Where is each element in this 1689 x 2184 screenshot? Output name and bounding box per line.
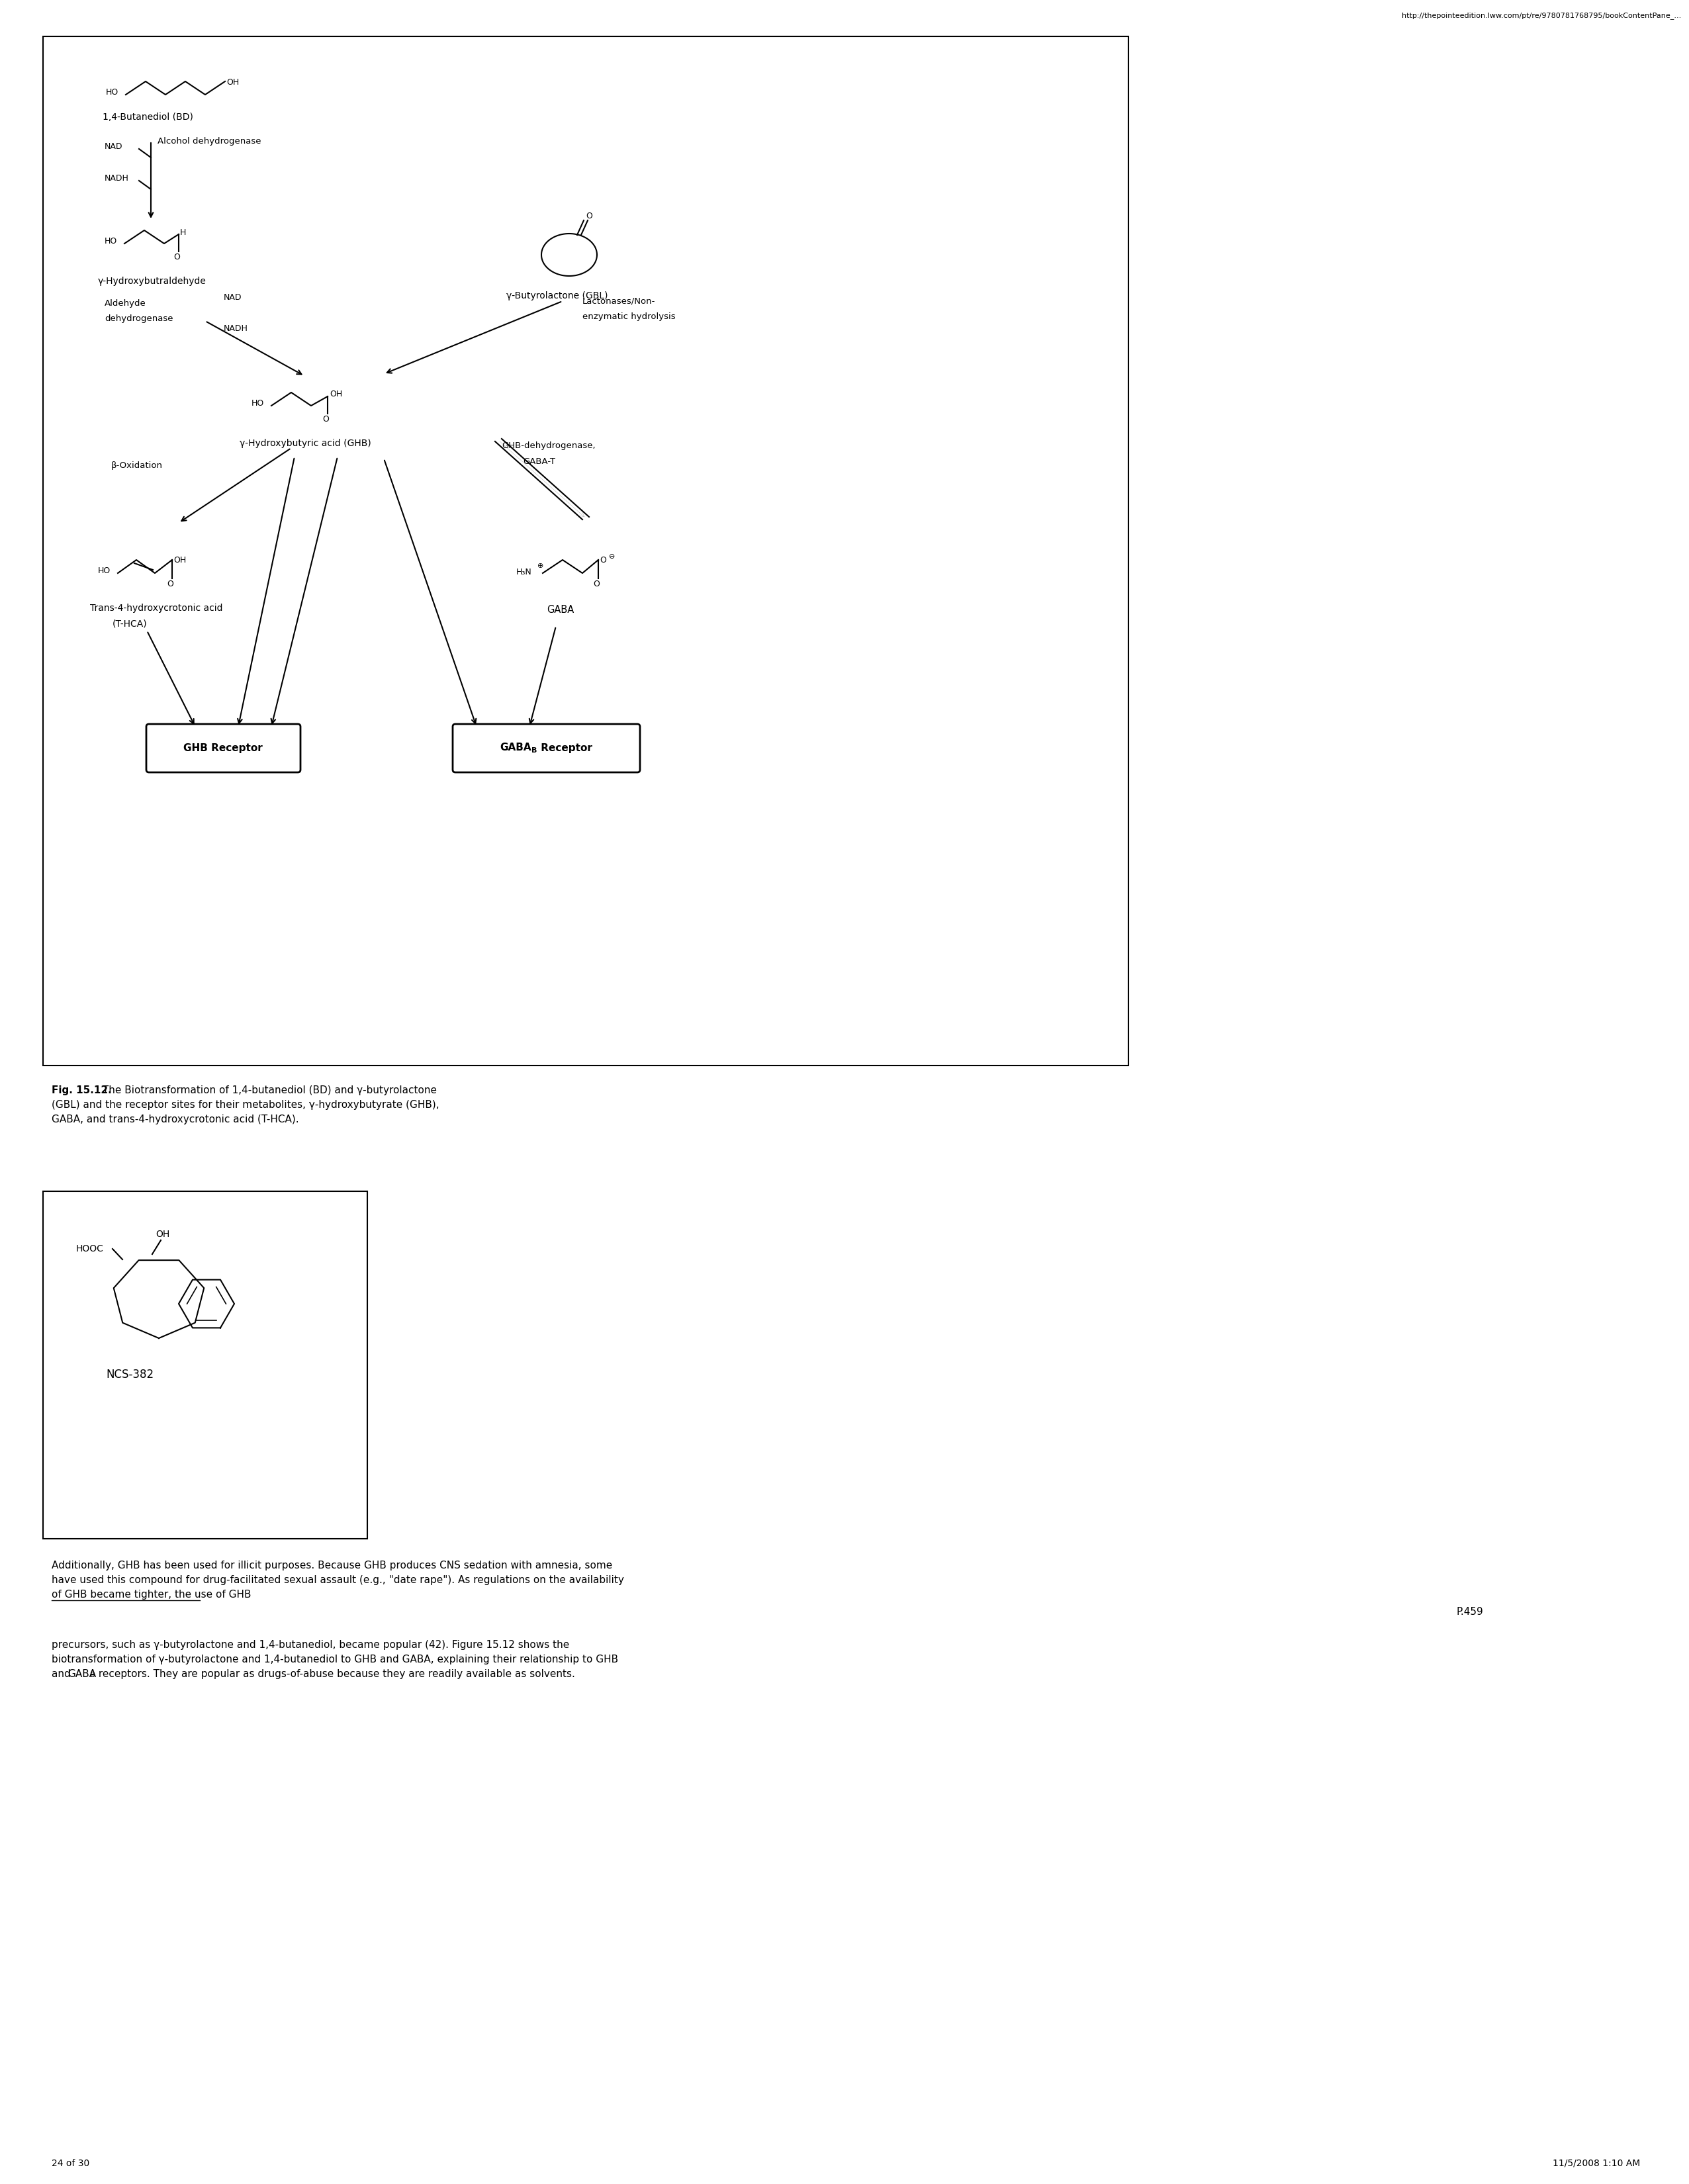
- Text: H₃N: H₃N: [517, 568, 532, 577]
- FancyBboxPatch shape: [453, 725, 640, 773]
- Text: Aldehyde: Aldehyde: [105, 299, 147, 308]
- Text: Trans-4-hydroxycrotonic acid: Trans-4-hydroxycrotonic acid: [90, 603, 223, 614]
- Text: HO: HO: [106, 87, 118, 96]
- Text: γ-Butyrolactone (GBL): γ-Butyrolactone (GBL): [507, 290, 608, 301]
- Text: P.459: P.459: [1456, 1607, 1483, 1616]
- Text: O: O: [174, 253, 181, 262]
- Text: GABA: GABA: [500, 743, 532, 753]
- Text: and: and: [52, 1669, 74, 1679]
- Text: HO: HO: [105, 236, 117, 245]
- Text: B: B: [90, 1671, 95, 1677]
- Text: γ-Hydroxybutyric acid (GHB): γ-Hydroxybutyric acid (GHB): [240, 439, 372, 448]
- Text: OH: OH: [155, 1230, 169, 1238]
- Text: NAD: NAD: [105, 142, 123, 151]
- Text: 1,4-Butanediol (BD): 1,4-Butanediol (BD): [103, 114, 193, 122]
- Text: 24 of 30: 24 of 30: [52, 2158, 90, 2169]
- Text: Lactonases/Non-: Lactonases/Non-: [583, 297, 655, 306]
- Text: precursors, such as γ-butyrolactone and 1,4-butanediol, became popular (42). Fig: precursors, such as γ-butyrolactone and …: [52, 1640, 569, 1649]
- Text: GABA-T: GABA-T: [524, 456, 556, 465]
- Text: γ-Hydroxybutraldehyde: γ-Hydroxybutraldehyde: [98, 277, 206, 286]
- Text: GABA: GABA: [68, 1669, 96, 1679]
- Text: Receptor: Receptor: [537, 743, 593, 753]
- Text: β-Oxidation: β-Oxidation: [111, 461, 162, 470]
- Text: receptors. They are popular as drugs-of-abuse because they are readily available: receptors. They are popular as drugs-of-…: [96, 1669, 576, 1679]
- Text: O: O: [323, 415, 329, 424]
- Text: http://thepointeedition.lww.com/pt/re/9780781768795/bookContentPane_...: http://thepointeedition.lww.com/pt/re/97…: [1402, 11, 1681, 20]
- Text: 11/5/2008 1:10 AM: 11/5/2008 1:10 AM: [1552, 2158, 1640, 2169]
- Text: O: O: [586, 212, 593, 221]
- Text: OH: OH: [226, 79, 240, 87]
- Text: GHB-dehydrogenase,: GHB-dehydrogenase,: [502, 441, 596, 450]
- Text: HO: HO: [252, 400, 263, 408]
- Text: OH: OH: [174, 557, 186, 563]
- Text: biotransformation of γ-butyrolactone and 1,4-butanediol to GHB and GABA, explain: biotransformation of γ-butyrolactone and…: [52, 1655, 618, 1664]
- Text: GHB Receptor: GHB Receptor: [184, 743, 263, 753]
- Text: Additionally, GHB has been used for illicit purposes. Because GHB produces CNS s: Additionally, GHB has been used for illi…: [52, 1562, 613, 1570]
- Text: have used this compound for drug-facilitated sexual assault (e.g., "date rape").: have used this compound for drug-facilit…: [52, 1575, 623, 1586]
- Text: ⊕: ⊕: [537, 563, 544, 570]
- Text: NAD: NAD: [223, 293, 242, 301]
- Bar: [42, 1190, 367, 1540]
- Text: HOOC: HOOC: [76, 1245, 103, 1254]
- Text: O: O: [593, 579, 600, 587]
- Text: HO: HO: [98, 566, 111, 574]
- Text: GABA, and trans-4-hydroxycrotonic acid (T-HCA).: GABA, and trans-4-hydroxycrotonic acid (…: [52, 1114, 299, 1125]
- Text: ⊖: ⊖: [610, 553, 615, 559]
- Text: (T-HCA): (T-HCA): [113, 618, 147, 629]
- Text: enzymatic hydrolysis: enzymatic hydrolysis: [583, 312, 676, 321]
- Text: dehydrogenase: dehydrogenase: [105, 314, 172, 323]
- Text: GABA: GABA: [547, 605, 574, 616]
- FancyBboxPatch shape: [147, 725, 301, 773]
- Text: NADH: NADH: [105, 175, 128, 183]
- Text: O: O: [600, 557, 606, 563]
- Text: H: H: [181, 229, 186, 236]
- Text: Fig. 15.12.: Fig. 15.12.: [52, 1085, 111, 1096]
- Text: NADH: NADH: [223, 323, 248, 332]
- Text: OH: OH: [329, 389, 343, 397]
- Text: B: B: [532, 747, 537, 753]
- Text: (GBL) and the receptor sites for their metabolites, γ-hydroxybutyrate (GHB),: (GBL) and the receptor sites for their m…: [52, 1101, 439, 1109]
- Text: Alcohol dehydrogenase: Alcohol dehydrogenase: [157, 138, 262, 146]
- Text: of GHB became tighter, the use of GHB: of GHB became tighter, the use of GHB: [52, 1590, 252, 1599]
- Text: NCS-382: NCS-382: [106, 1369, 154, 1380]
- Text: The Biotransformation of 1,4-butanediol (BD) and γ-butyrolactone: The Biotransformation of 1,4-butanediol …: [100, 1085, 437, 1096]
- Bar: [42, 37, 1128, 1066]
- Text: O: O: [167, 579, 174, 587]
